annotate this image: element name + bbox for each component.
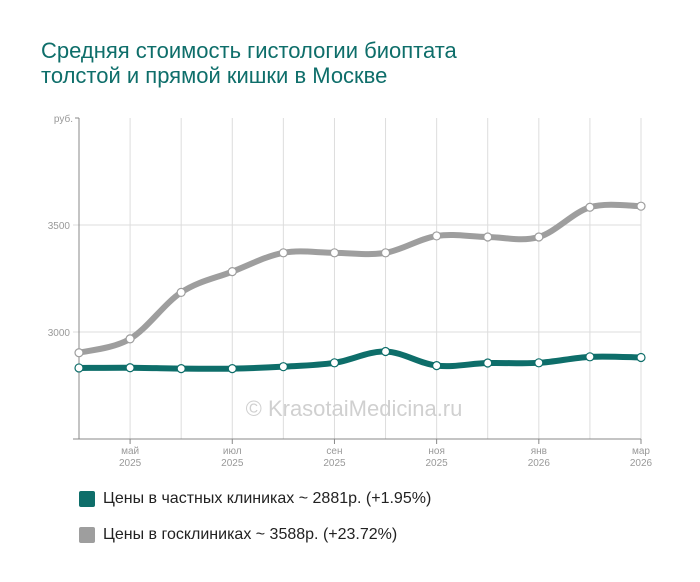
chart-title-line-1: Средняя стоимость гистологии биоптата <box>41 38 457 63</box>
data-point <box>329 358 340 368</box>
data-point <box>74 348 84 358</box>
data-point <box>636 201 646 211</box>
data-point <box>227 267 237 277</box>
y-tick-label: 3500 <box>48 221 71 232</box>
legend-item-private[interactable]: Цены в частных клиниках ~ 2881р. (+1.95%… <box>79 488 431 510</box>
x-tick-label-year: 2026 <box>528 458 551 469</box>
data-point <box>636 352 646 363</box>
data-point <box>278 248 288 258</box>
data-point <box>585 202 595 212</box>
x-tick-label-year: 2025 <box>119 458 142 469</box>
legend-swatch-public <box>79 527 95 543</box>
data-point <box>483 358 493 368</box>
series-lines <box>76 201 644 372</box>
legend-swatch-private <box>79 491 95 507</box>
x-tick-label-year: 2025 <box>221 458 244 469</box>
data-point <box>176 363 186 374</box>
watermark: © KrasotaiMedicina.ru <box>246 396 463 421</box>
x-tick-label-month: июл <box>223 446 242 457</box>
x-tick-label-month: янв <box>531 446 547 457</box>
data-point <box>432 360 442 371</box>
data-point <box>534 232 544 242</box>
x-tick-label-month: мар <box>632 446 650 457</box>
y-tick-label: 3000 <box>48 328 71 339</box>
legend: Цены в частных клиниках ~ 2881р. (+1.95%… <box>79 488 431 560</box>
data-point <box>380 248 391 258</box>
y-axis-label: руб. <box>54 113 73 125</box>
chart-title-line-2: толстой и прямой кишки в Москве <box>41 63 388 88</box>
x-tick-label-month: сен <box>326 446 342 457</box>
legend-label-public: Цены в госклиниках ~ 3588р. (+23.72%) <box>103 526 398 543</box>
legend-item-public[interactable]: Цены в госклиниках ~ 3588р. (+23.72%) <box>79 524 431 546</box>
legend-label-private: Цены в частных клиниках ~ 2881р. (+1.95%… <box>103 490 432 507</box>
data-point <box>176 287 186 298</box>
x-tick-label-month: ноя <box>428 446 445 457</box>
data-point <box>278 362 288 372</box>
series-points <box>74 201 646 374</box>
data-point <box>585 352 595 362</box>
line-chart: © KrasotaiMedicina.ru 30003500руб.май202… <box>48 113 653 469</box>
series-line-0 <box>76 201 644 356</box>
data-point <box>227 363 237 374</box>
data-point <box>534 358 544 368</box>
data-point <box>125 363 135 373</box>
data-point <box>329 248 340 258</box>
data-point <box>380 346 391 357</box>
data-point <box>125 334 135 344</box>
data-point <box>74 363 84 373</box>
x-tick-label-year: 2026 <box>630 458 653 469</box>
data-point <box>432 231 442 241</box>
axes: 30003500руб.май2025июл2025сен2025ноя2025… <box>48 113 653 469</box>
grid <box>73 118 642 439</box>
x-tick-label-year: 2025 <box>323 458 346 469</box>
chart-title: Средняя стоимость гистологии биоптата то… <box>41 38 661 88</box>
x-tick-label-month: май <box>121 446 139 457</box>
series-line-1 <box>76 348 644 372</box>
x-tick-label-year: 2025 <box>426 458 449 469</box>
data-point <box>483 232 493 242</box>
